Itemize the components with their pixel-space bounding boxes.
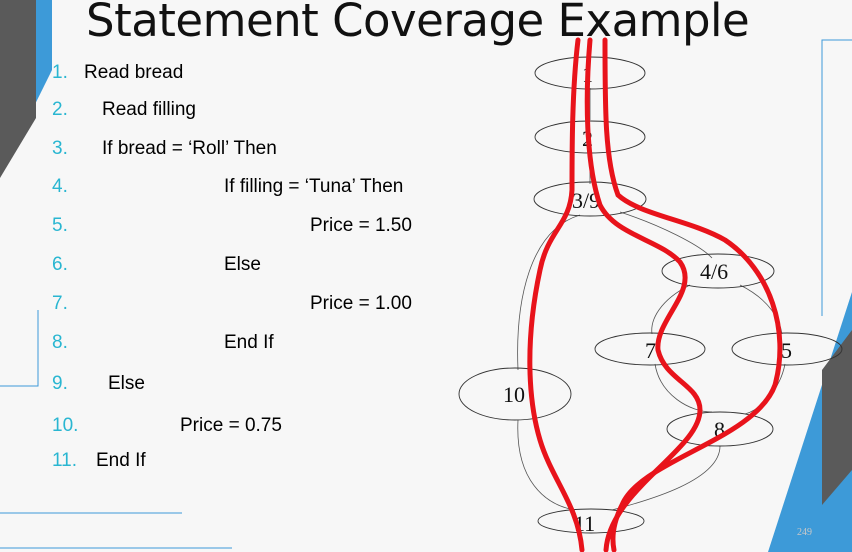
slide-title: Statement Coverage Example bbox=[86, 0, 750, 47]
code-line-3: 3. If bread = ‘Roll’ Then bbox=[52, 138, 277, 160]
coverage-paths bbox=[527, 37, 783, 552]
line-number: 11. bbox=[52, 450, 78, 471]
line-number: 2. bbox=[52, 99, 68, 120]
code-text: If bread = ‘Roll’ Then bbox=[102, 138, 277, 159]
edge-3-4 bbox=[619, 211, 713, 259]
graph-edges bbox=[517, 88, 786, 511]
code-line-10: 10. Price = 0.75 bbox=[52, 415, 282, 437]
code-text: Else bbox=[224, 254, 261, 275]
bottom-right-dark-accent bbox=[822, 330, 852, 505]
node-11 bbox=[537, 508, 645, 534]
line-number: 1. bbox=[52, 62, 68, 83]
coverage-path-10 bbox=[527, 37, 585, 552]
top-left-dark-accent bbox=[0, 0, 36, 178]
line-number: 9. bbox=[52, 373, 68, 394]
code-text: Price = 1.00 bbox=[310, 293, 412, 314]
code-line-8: 8. End If bbox=[52, 332, 274, 354]
node-8-label: 8 bbox=[714, 417, 725, 442]
node-7 bbox=[594, 332, 706, 366]
node-4-6 bbox=[661, 253, 775, 289]
edge-3-10 bbox=[517, 214, 581, 371]
code-text: Read filling bbox=[102, 99, 196, 120]
code-line-4: 4. If filling = ‘Tuna’ Then bbox=[52, 176, 403, 198]
coverage-path-5 bbox=[602, 37, 783, 552]
graph-nodes bbox=[458, 56, 843, 534]
page-number: 249 bbox=[797, 527, 812, 538]
node-labels: 1 2 3/9 4/6 7 5 10 8 11 bbox=[503, 62, 792, 536]
line-number: 10. bbox=[52, 415, 79, 436]
line-number: 4. bbox=[52, 176, 68, 197]
code-line-1: 1. Read bread bbox=[52, 62, 183, 84]
code-line-5: 5. Price = 1.50 bbox=[52, 215, 412, 237]
edge-10-11 bbox=[517, 419, 576, 511]
line-number: 8. bbox=[52, 332, 68, 353]
code-line-7: 7. Price = 1.00 bbox=[52, 293, 412, 315]
code-text: Price = 1.50 bbox=[310, 215, 412, 236]
code-line-9: 9. Else bbox=[52, 373, 145, 395]
node-8 bbox=[666, 411, 774, 447]
node-10-label: 10 bbox=[503, 382, 525, 407]
code-line-6: 6. Else bbox=[52, 254, 261, 276]
line-number: 7. bbox=[52, 293, 68, 314]
edge-7-8 bbox=[654, 363, 713, 413]
line-number: 3. bbox=[52, 138, 68, 159]
node-5-label: 5 bbox=[781, 338, 792, 363]
coverage-path-7 bbox=[584, 37, 703, 552]
line-number: 5. bbox=[52, 215, 68, 236]
pseudocode-list: 1. Read bread 2. Read filling 3. If brea… bbox=[52, 62, 412, 472]
right-frame-line bbox=[821, 39, 852, 316]
left-frame-line bbox=[0, 310, 39, 387]
code-line-11: 11. End If bbox=[52, 450, 146, 472]
code-text: Read bread bbox=[84, 62, 184, 83]
node-10 bbox=[458, 367, 572, 421]
code-line-2: 2. Read filling bbox=[52, 99, 196, 121]
code-text: End If bbox=[224, 332, 274, 353]
node-5 bbox=[731, 332, 843, 366]
code-text: Else bbox=[108, 373, 145, 394]
line-number: 6. bbox=[52, 254, 68, 275]
code-text: Price = 0.75 bbox=[180, 415, 282, 436]
node-3-9 bbox=[533, 181, 647, 217]
node-4-6-label: 4/6 bbox=[700, 259, 728, 284]
node-7-label: 7 bbox=[645, 338, 656, 363]
code-text: End If bbox=[96, 450, 146, 471]
code-text: If filling = ‘Tuna’ Then bbox=[224, 176, 404, 197]
